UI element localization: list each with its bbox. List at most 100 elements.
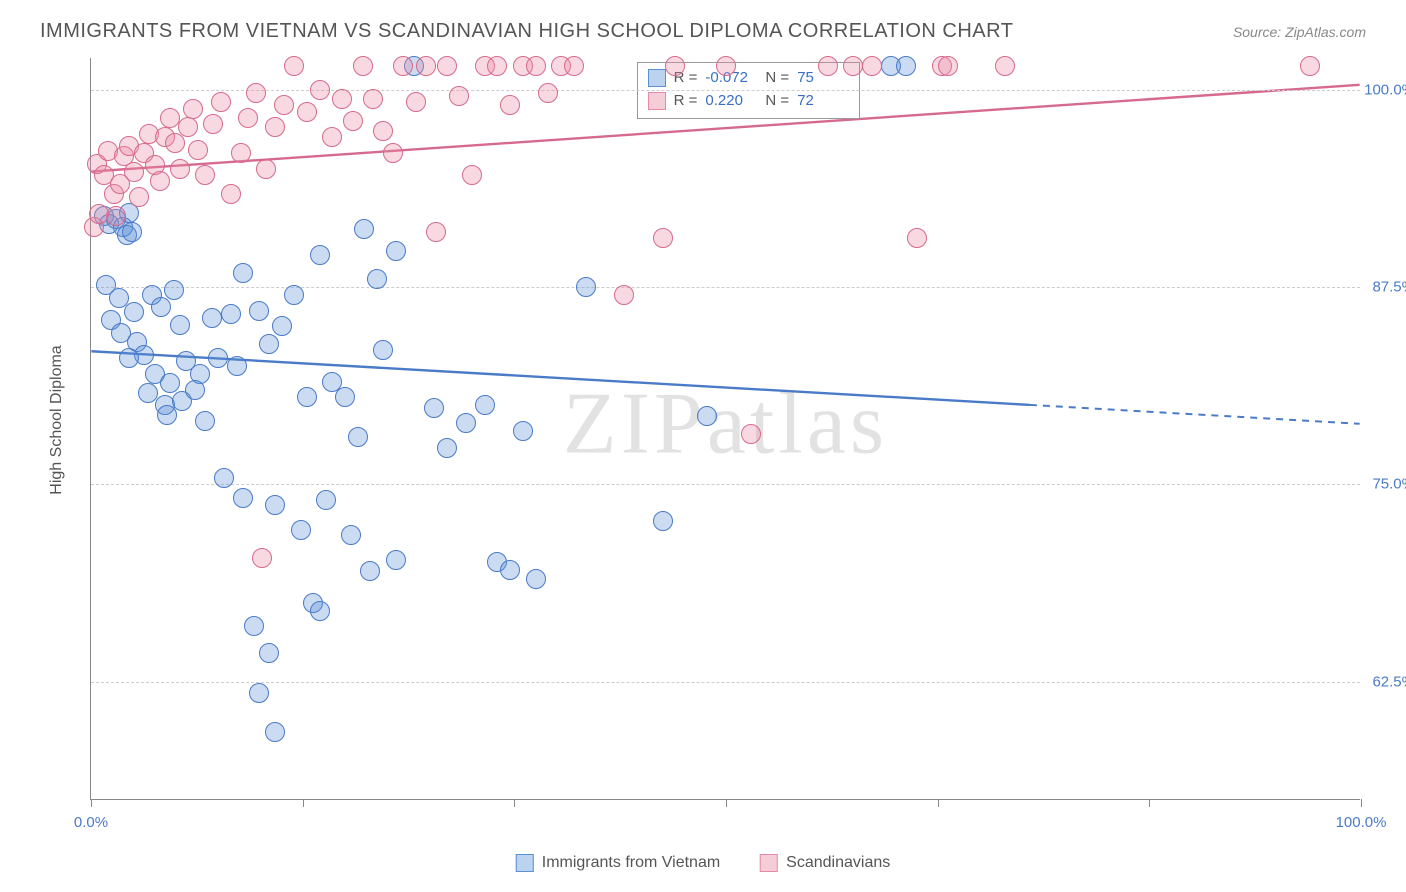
scatter-point xyxy=(214,468,234,488)
stats-row: R = 0.220 N = 72 xyxy=(648,90,850,113)
scatter-point xyxy=(363,89,383,109)
source-label: Source: ZipAtlas.com xyxy=(1233,24,1366,40)
scatter-point xyxy=(259,334,279,354)
scatter-point xyxy=(526,569,546,589)
scatter-point xyxy=(316,490,336,510)
scatter-point xyxy=(106,206,126,226)
scatter-point xyxy=(538,83,558,103)
scatter-point xyxy=(938,56,958,76)
scatter-point xyxy=(265,117,285,137)
trend-lines-svg xyxy=(91,58,1360,799)
scatter-point xyxy=(151,297,171,317)
gridline xyxy=(91,287,1360,288)
scatter-point xyxy=(310,601,330,621)
y-axis-label: High School Diploma xyxy=(48,345,66,494)
scatter-point xyxy=(653,511,673,531)
scatter-point xyxy=(284,285,304,305)
scatter-point xyxy=(164,280,184,300)
scatter-point xyxy=(111,323,131,343)
scatter-point xyxy=(354,219,374,239)
scatter-point xyxy=(341,525,361,545)
scatter-point xyxy=(653,228,673,248)
scatter-point xyxy=(195,411,215,431)
legend-item: Scandinavians xyxy=(760,854,890,872)
gridline xyxy=(91,682,1360,683)
scatter-point xyxy=(170,315,190,335)
scatter-point xyxy=(272,316,292,336)
scatter-point xyxy=(89,204,109,224)
scatter-point xyxy=(256,159,276,179)
scatter-point xyxy=(249,683,269,703)
scatter-point xyxy=(124,302,144,322)
swatch-icon xyxy=(648,92,666,110)
xtick xyxy=(514,799,515,807)
scatter-point xyxy=(227,356,247,376)
scatter-point xyxy=(297,102,317,122)
scatter-point xyxy=(424,398,444,418)
scatter-point xyxy=(456,413,476,433)
scatter-point xyxy=(373,121,393,141)
xtick xyxy=(1361,799,1362,807)
scatter-point xyxy=(195,165,215,185)
scatter-point xyxy=(614,285,634,305)
scatter-point xyxy=(122,222,142,242)
scatter-point xyxy=(500,95,520,115)
scatter-point xyxy=(238,108,258,128)
scatter-point xyxy=(124,162,144,182)
scatter-point xyxy=(274,95,294,115)
scatter-point xyxy=(297,387,317,407)
swatch-icon xyxy=(760,854,778,872)
scatter-point xyxy=(221,304,241,324)
scatter-point xyxy=(741,424,761,444)
scatter-point xyxy=(265,722,285,742)
scatter-point xyxy=(185,380,205,400)
scatter-point xyxy=(211,92,231,112)
scatter-point xyxy=(202,308,222,328)
scatter-point xyxy=(1300,56,1320,76)
scatter-point xyxy=(335,387,355,407)
scatter-point xyxy=(119,348,139,368)
scatter-point xyxy=(896,56,916,76)
scatter-point xyxy=(322,127,342,147)
scatter-point xyxy=(564,56,584,76)
ytick-label: 100.0% xyxy=(1364,81,1406,98)
xtick xyxy=(91,799,92,807)
scatter-point xyxy=(843,56,863,76)
scatter-point xyxy=(386,241,406,261)
scatter-point xyxy=(462,165,482,185)
xtick xyxy=(726,799,727,807)
scatter-point xyxy=(697,406,717,426)
scatter-point xyxy=(233,263,253,283)
scatter-point xyxy=(343,111,363,131)
ytick-label: 75.0% xyxy=(1372,476,1406,493)
scatter-point xyxy=(995,56,1015,76)
scatter-point xyxy=(160,373,180,393)
scatter-point xyxy=(406,92,426,112)
scatter-point xyxy=(249,301,269,321)
scatter-point xyxy=(265,495,285,515)
scatter-point xyxy=(332,89,352,109)
xtick-label: 100.0% xyxy=(1336,814,1387,831)
swatch-icon xyxy=(516,854,534,872)
scatter-point xyxy=(178,117,198,137)
ytick-label: 62.5% xyxy=(1372,673,1406,690)
scatter-point xyxy=(576,277,596,297)
scatter-point xyxy=(526,56,546,76)
trend-line-dashed xyxy=(1030,405,1360,424)
scatter-point xyxy=(383,143,403,163)
scatter-point xyxy=(208,348,228,368)
scatter-point xyxy=(353,56,373,76)
scatter-point xyxy=(360,561,380,581)
scatter-point xyxy=(862,56,882,76)
scatter-point xyxy=(157,405,177,425)
scatter-point xyxy=(203,114,223,134)
scatter-point xyxy=(310,80,330,100)
scatter-point xyxy=(907,228,927,248)
scatter-point xyxy=(665,56,685,76)
scatter-point xyxy=(291,520,311,540)
plot-area: ZIPatlas R = -0.072 N = 75 R = 0.220 N =… xyxy=(90,58,1360,800)
scatter-point xyxy=(170,159,190,179)
scatter-point xyxy=(259,643,279,663)
scatter-point xyxy=(284,56,304,76)
scatter-point xyxy=(449,86,469,106)
